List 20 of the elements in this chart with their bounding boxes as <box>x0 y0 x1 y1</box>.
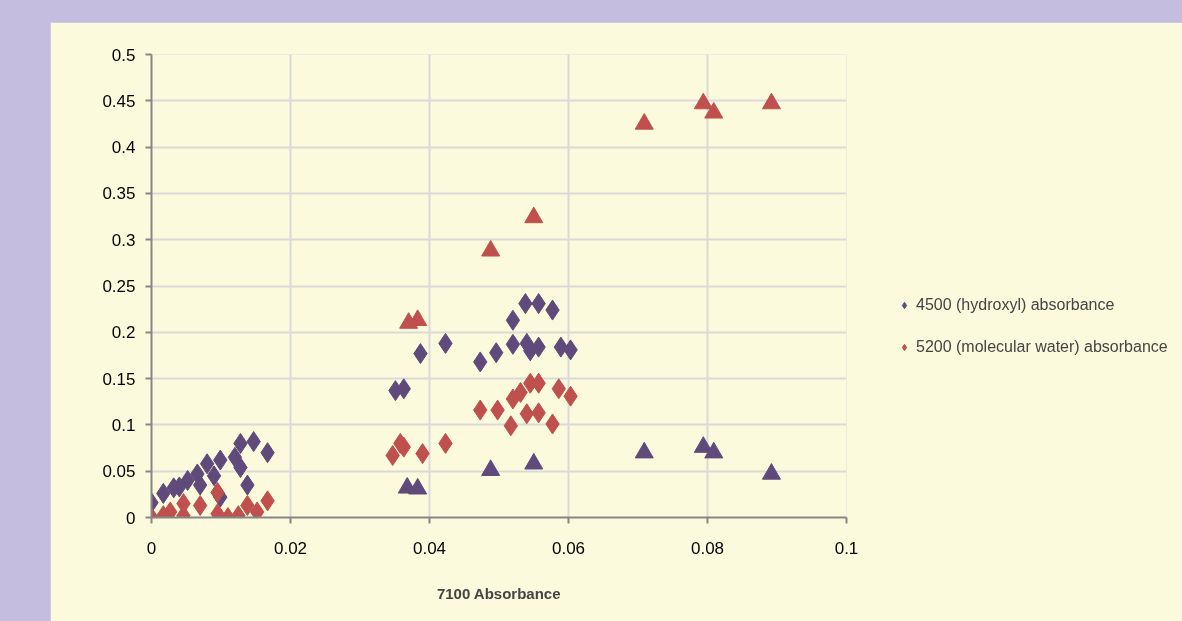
y-tick-label: 0.2 <box>111 323 136 343</box>
x-axis-title: 7100 Absorbance <box>436 584 561 602</box>
y-tick-label: 0.05 <box>102 462 136 482</box>
y-tick-label: 0.3 <box>111 230 136 250</box>
y-tick-label: 0.35 <box>102 184 136 204</box>
x-tick-label: 0.08 <box>690 538 725 558</box>
y-tick-label: 0.45 <box>102 91 136 111</box>
x-tick-label: 0.06 <box>551 538 586 558</box>
y-tick-label: 0 <box>126 508 136 528</box>
x-tick-label: 0.02 <box>273 538 308 558</box>
x-tick-label: 0 <box>146 538 157 558</box>
y-tick-label: 0.5 <box>111 45 136 65</box>
legend-label: 5200 (molecular water) absorbance <box>916 338 1168 356</box>
y-tick-label: 0.4 <box>111 138 136 158</box>
x-tick-label: 0.04 <box>412 538 447 558</box>
y-tick-label: 0.1 <box>111 415 136 435</box>
y-tick-label: 0.25 <box>102 277 136 296</box>
x-tick-label: 0.1 <box>834 538 859 558</box>
legend-label: 4500 (hydroxyl) absorbance <box>916 296 1115 314</box>
y-tick-label: 0.15 <box>102 369 136 389</box>
